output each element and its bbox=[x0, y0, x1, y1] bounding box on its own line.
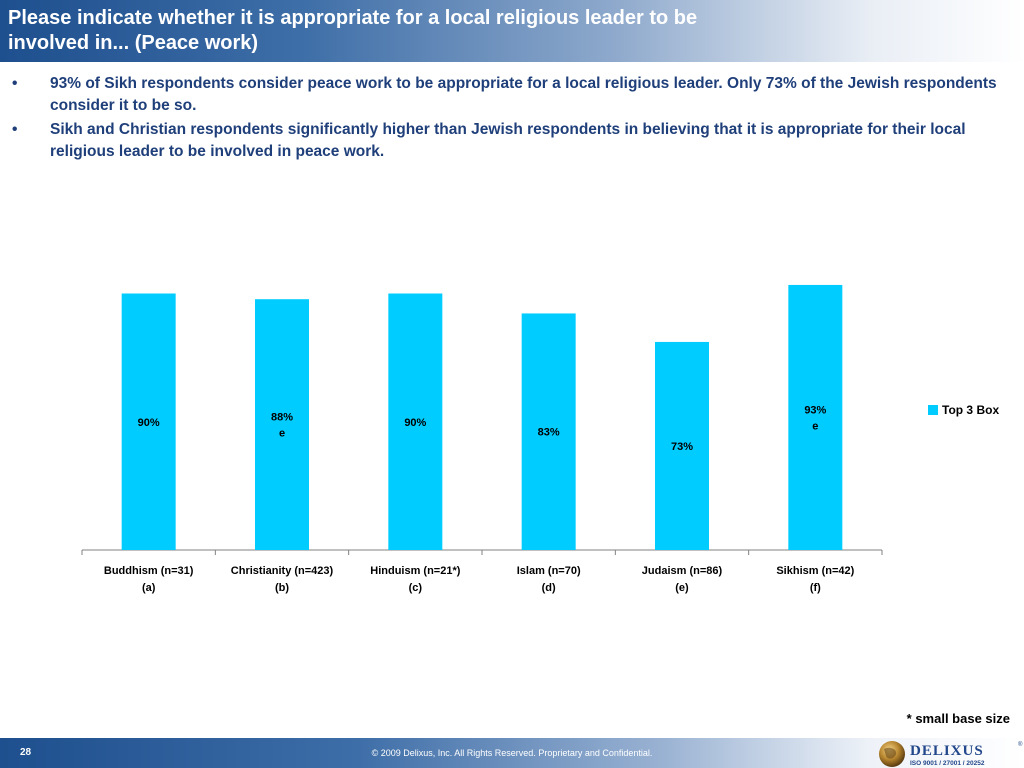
bar bbox=[655, 341, 709, 550]
category-label: Buddhism (n=31) bbox=[104, 565, 194, 577]
category-code: (d) bbox=[542, 582, 556, 594]
category-code: (c) bbox=[409, 582, 423, 594]
bar-chart: 90% Buddhism (n=31) (a) 88% e Christianity (n… bbox=[81, 284, 883, 594]
bar bbox=[521, 313, 576, 550]
delixus-logo: DELIXUS ® ISO 9001 / 27001 / 20252 bbox=[879, 741, 1023, 767]
category-label: Christianity (n=423) bbox=[231, 565, 334, 577]
logo-registered-mark: ® bbox=[1018, 741, 1023, 748]
category-code: (e) bbox=[675, 582, 689, 594]
page-number: 28 bbox=[20, 747, 32, 758]
bullet-item: • 93% of Sikh respondents consider peace… bbox=[10, 73, 1000, 117]
bar bbox=[388, 293, 443, 550]
data-label: 93% bbox=[804, 404, 826, 416]
footer-bar: 28 © 2009 Delixus, Inc. All Rights Reser… bbox=[0, 738, 1024, 768]
bullet-list: • 93% of Sikh respondents consider peace… bbox=[10, 73, 1000, 165]
bullet-dot: • bbox=[12, 121, 18, 138]
bullet-text: Sikh and Christian respondents significa… bbox=[50, 121, 966, 160]
legend-swatch bbox=[928, 405, 938, 415]
legend-label: Top 3 Box bbox=[942, 403, 1000, 417]
significance-letter: e bbox=[812, 420, 818, 432]
logo-tagline: ISO 9001 / 27001 / 20252 bbox=[910, 760, 985, 767]
data-label: 90% bbox=[404, 417, 426, 429]
footnote: * small base size bbox=[906, 711, 1010, 726]
bullet-text: 93% of Sikh respondents consider peace w… bbox=[50, 75, 997, 114]
data-label: 88% bbox=[271, 412, 293, 424]
category-label: Judaism (n=86) bbox=[642, 565, 723, 577]
title-bar: Please indicate whether it is appropriat… bbox=[0, 0, 1024, 62]
data-label: 73% bbox=[671, 441, 693, 453]
bullet-item: • Sikh and Christian respondents signifi… bbox=[10, 119, 1000, 163]
data-label: 90% bbox=[138, 417, 160, 429]
bullet-dot: • bbox=[12, 75, 18, 92]
category-label: Islam (n=70) bbox=[517, 565, 581, 577]
category-code: (b) bbox=[275, 582, 289, 594]
copyright-text: © 2009 Delixus, Inc. All Rights Reserved… bbox=[371, 748, 653, 758]
category-label: Hinduism (n=21*) bbox=[370, 565, 460, 577]
bar bbox=[121, 293, 176, 550]
category-code: (f) bbox=[810, 582, 821, 594]
slide-title: Please indicate whether it is appropriat… bbox=[8, 7, 698, 54]
category-code: (a) bbox=[142, 582, 156, 594]
significance-letter: e bbox=[279, 428, 285, 440]
bar bbox=[788, 284, 843, 550]
data-label: 83% bbox=[538, 427, 560, 439]
logo-wordmark: DELIXUS bbox=[910, 743, 984, 759]
category-label: Sikhism (n=42) bbox=[776, 565, 854, 577]
chart-legend: Top 3 Box bbox=[928, 403, 999, 417]
bar bbox=[255, 299, 309, 550]
